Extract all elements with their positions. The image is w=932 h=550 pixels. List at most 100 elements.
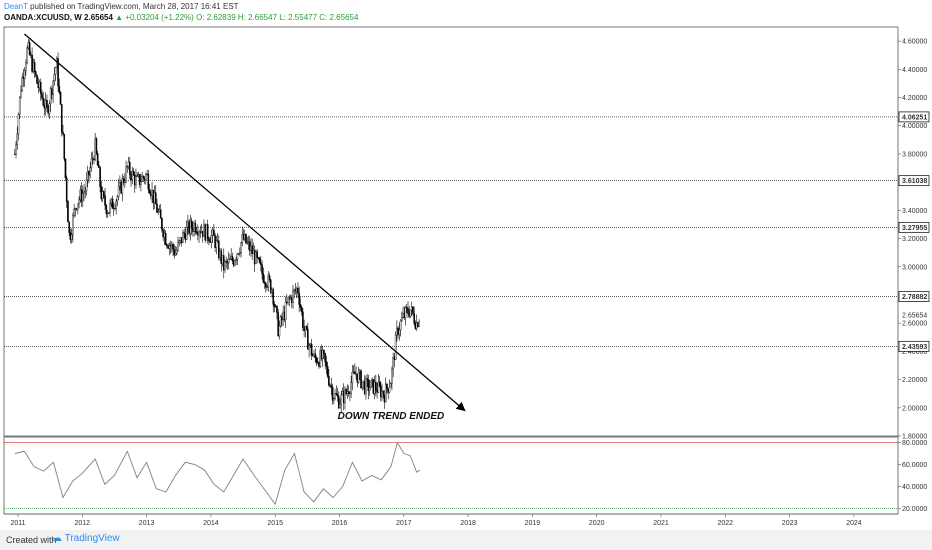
created-with-text: Created with — [6, 535, 57, 545]
candle-body — [17, 114, 20, 135]
candle-body — [305, 326, 308, 330]
x-tick-label: 2017 — [396, 520, 412, 527]
y-tick-label: 4.60000 — [902, 39, 927, 46]
candle-body — [219, 250, 221, 258]
candle-body — [300, 307, 303, 313]
down-trendline[interactable] — [24, 33, 466, 412]
candle-body — [44, 99, 47, 109]
up-arrow-icon: ▲ — [115, 13, 124, 22]
candle-body — [256, 251, 258, 258]
candle-body — [94, 138, 96, 161]
candle-body — [375, 381, 377, 391]
candle-body — [106, 213, 109, 215]
candle-body — [121, 178, 124, 194]
candle-body — [297, 288, 299, 294]
candle-body — [371, 379, 373, 381]
candle-body — [195, 231, 198, 233]
candle-body — [189, 220, 192, 234]
candle-body — [274, 305, 277, 307]
candle-body — [235, 259, 237, 262]
candle-body — [73, 208, 75, 216]
candle-body — [286, 301, 288, 303]
candle-body — [42, 97, 45, 106]
candle-body — [366, 378, 368, 380]
candle-body — [350, 382, 352, 394]
last-price-box — [899, 310, 929, 321]
candle-body — [178, 240, 181, 243]
candle-body — [153, 192, 156, 203]
candle-body — [414, 322, 417, 329]
candle-body — [142, 176, 145, 179]
candle-body — [135, 176, 137, 186]
candle-body — [328, 376, 330, 386]
candle-body — [112, 208, 115, 210]
candle-body — [258, 257, 261, 263]
candle-body — [136, 175, 139, 177]
candle-body — [143, 177, 146, 180]
candle-body — [60, 104, 63, 133]
candle-body — [133, 175, 136, 186]
candle-body — [309, 343, 312, 346]
tradingview-logo[interactable]: ☁ TradingView — [52, 533, 120, 544]
y-tick-label: 3.40000 — [902, 208, 927, 215]
candle-body — [179, 237, 182, 241]
symbol-ohlc: O: 2.62839 H: 2.66547 L: 2.55477 C: 2.65… — [196, 13, 359, 22]
rsi-tick-label: 80.0000 — [902, 440, 927, 447]
level-label: 3.27955 — [902, 225, 927, 232]
candle-body — [290, 297, 293, 303]
candle-body — [278, 325, 281, 337]
author-name[interactable]: DeanT — [4, 2, 28, 11]
candle-body — [163, 232, 166, 238]
candle-body — [273, 304, 276, 307]
candle-body — [93, 158, 95, 161]
candle-body — [308, 344, 310, 350]
candle-body — [132, 170, 135, 176]
price-chart[interactable]: 4.60000 4.40000 4.20000 4.00000 3.80000 3.400… — [0, 0, 932, 530]
candle-body — [245, 233, 247, 244]
candle-body — [151, 189, 153, 197]
candle-body — [38, 82, 41, 88]
candle-body — [247, 241, 250, 243]
candle-body — [180, 237, 183, 243]
candle-body — [211, 229, 214, 236]
candle-body — [293, 289, 296, 292]
candle-body — [171, 244, 173, 247]
candle-body — [68, 221, 70, 233]
candle-body — [203, 224, 205, 237]
level-label: 2.43593 — [902, 344, 927, 351]
candle-body — [315, 357, 318, 364]
candle-body — [190, 220, 193, 229]
candle-body — [83, 191, 85, 194]
y-tick-label: 4.00000 — [902, 123, 927, 130]
candle-body — [222, 255, 225, 271]
candle-body — [147, 173, 150, 190]
candle-body — [198, 231, 200, 236]
candle-body — [39, 82, 42, 94]
candle-body — [122, 178, 125, 183]
candle-body — [324, 353, 326, 363]
candle-body — [193, 223, 195, 232]
candle-body — [167, 245, 169, 249]
rsi-tick-label: 60.0000 — [902, 462, 927, 469]
candle-body — [271, 289, 273, 293]
candle-body — [368, 387, 371, 392]
candle-body — [127, 161, 130, 167]
candle-body — [257, 257, 260, 259]
candle-body — [225, 261, 228, 263]
candle-body — [187, 221, 189, 228]
candle-body — [340, 394, 343, 405]
candle-body — [141, 176, 143, 183]
candle-body — [31, 55, 33, 72]
candle-body — [20, 90, 22, 98]
candle-body — [119, 181, 121, 188]
candle-body — [240, 242, 242, 253]
candle-body — [294, 289, 297, 292]
candle-body — [140, 181, 142, 185]
candle-body — [279, 316, 282, 327]
candle-body — [115, 200, 117, 209]
candle-body — [174, 253, 177, 256]
candle-body — [403, 312, 406, 318]
candle-body — [33, 62, 36, 72]
candle-body — [313, 353, 315, 356]
candle-body — [346, 391, 349, 395]
